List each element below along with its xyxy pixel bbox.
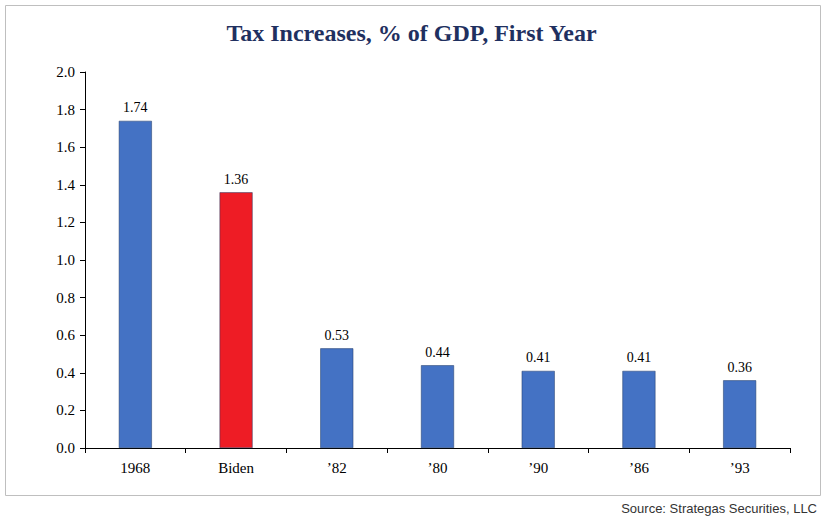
svg-text:Tax Increases, % of GDP, First: Tax Increases, % of GDP, First Year xyxy=(226,20,597,46)
svg-text:0.41: 0.41 xyxy=(526,350,551,365)
svg-text:0.8: 0.8 xyxy=(56,290,75,306)
svg-text:Biden: Biden xyxy=(218,460,254,476)
svg-text:0.41: 0.41 xyxy=(627,350,652,365)
svg-text:0.36: 0.36 xyxy=(727,360,752,375)
svg-text:1.74: 1.74 xyxy=(123,100,148,115)
svg-text:2.0: 2.0 xyxy=(56,64,75,80)
svg-text:’93: ’93 xyxy=(730,460,750,476)
svg-text:1.2: 1.2 xyxy=(56,214,75,230)
svg-text:0.53: 0.53 xyxy=(325,328,350,343)
svg-text:1.8: 1.8 xyxy=(56,102,75,118)
svg-text:0.2: 0.2 xyxy=(56,402,75,418)
svg-text:1.0: 1.0 xyxy=(56,252,75,268)
svg-text:Source: Strategas Securities,: Source: Strategas Securities, LLC xyxy=(621,501,817,516)
svg-text:’86: ’86 xyxy=(629,460,649,476)
svg-text:1968: 1968 xyxy=(120,460,150,476)
svg-text:0.6: 0.6 xyxy=(56,327,75,343)
svg-text:1.36: 1.36 xyxy=(224,172,249,187)
svg-text:0.0: 0.0 xyxy=(56,440,75,456)
svg-text:’82: ’82 xyxy=(327,460,347,476)
svg-text:0.44: 0.44 xyxy=(425,345,450,360)
svg-text:’80: ’80 xyxy=(428,460,448,476)
svg-text:0.4: 0.4 xyxy=(56,365,75,381)
svg-text:1.6: 1.6 xyxy=(56,139,75,155)
svg-text:1.4: 1.4 xyxy=(56,177,75,193)
svg-text:’90: ’90 xyxy=(528,460,548,476)
